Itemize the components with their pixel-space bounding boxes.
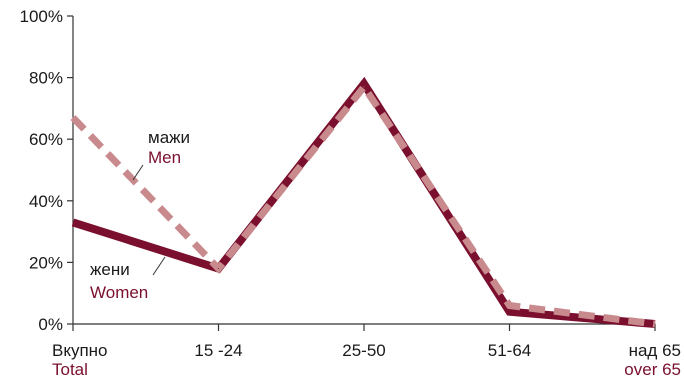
x-tick-label: 51-64 [488,341,531,360]
series-line-women [71,76,656,328]
x-tick-label: 25-50 [342,341,385,360]
y-tick-label: 20% [29,253,63,272]
series-line-men [70,80,656,328]
data-point-men [363,86,365,88]
data-point-men [72,117,74,119]
data-point-women [509,311,510,313]
x-tick-label: над 65 [629,341,681,360]
x-tick-label: 15 -24 [194,341,242,360]
legend-label-men-en: Men [148,148,181,167]
data-points [72,83,656,325]
leader-line-women [152,256,166,276]
data-point-women [363,83,365,85]
data-point-men [509,305,510,307]
x-tick-label-en: over 65 [624,360,681,378]
legend-label-women-en: Women [90,283,148,302]
y-tick-label: 80% [29,69,63,88]
legend-label-women: жени [90,260,130,279]
y-tick-label: 100% [20,7,63,26]
y-tick-label: 0% [38,315,63,334]
y-tick-label: 60% [29,130,63,149]
data-point-women [654,323,656,325]
x-tick-label: Вкупно [52,341,108,360]
x-tick-label-en: Total [52,360,88,378]
y-ticks: 0% 20% 40% 60% 80% 100% [20,7,73,334]
y-tick-label: 40% [29,192,63,211]
leader-line-men [132,164,144,181]
data-point-women [72,221,74,223]
legend-label-men: мажи [148,128,190,147]
data-point-women [218,268,219,270]
